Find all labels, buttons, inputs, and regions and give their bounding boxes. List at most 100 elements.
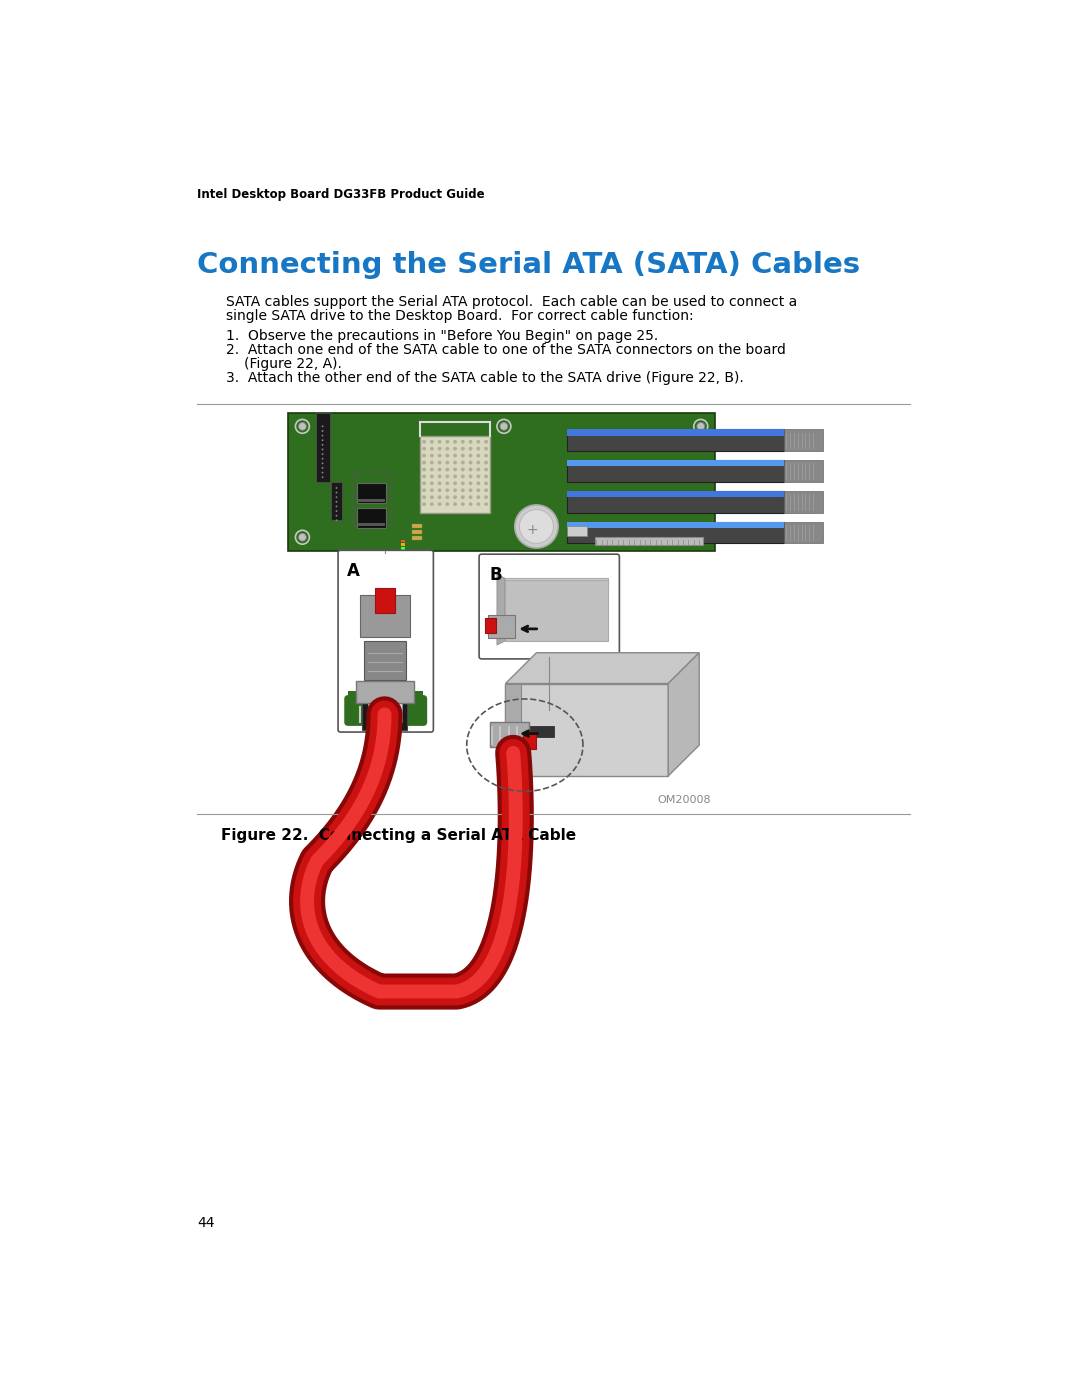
- Text: 3.  Attach the other end of the SATA cable to the SATA drive (Figure 22, B).: 3. Attach the other end of the SATA cabl…: [227, 372, 744, 386]
- Circle shape: [469, 468, 473, 471]
- Bar: [488, 615, 515, 638]
- Bar: [504, 580, 608, 641]
- Circle shape: [422, 502, 426, 506]
- Circle shape: [454, 482, 457, 485]
- Circle shape: [484, 447, 488, 451]
- Circle shape: [697, 534, 704, 541]
- Bar: [505, 683, 669, 775]
- Circle shape: [484, 468, 488, 471]
- Circle shape: [336, 502, 337, 503]
- Bar: [567, 527, 586, 535]
- Circle shape: [336, 510, 337, 511]
- Polygon shape: [348, 692, 423, 724]
- Circle shape: [445, 489, 449, 492]
- Bar: [413, 536, 422, 541]
- Circle shape: [454, 447, 457, 451]
- Text: 2.  Attach one end of the SATA cable to one of the SATA connectors on the board: 2. Attach one end of the SATA cable to o…: [227, 344, 786, 358]
- Circle shape: [497, 419, 511, 433]
- Circle shape: [469, 461, 473, 464]
- Circle shape: [322, 434, 324, 436]
- Bar: [362, 692, 407, 729]
- Circle shape: [422, 468, 426, 471]
- Circle shape: [336, 506, 337, 507]
- Bar: [490, 722, 529, 746]
- Bar: [567, 490, 784, 513]
- Bar: [420, 436, 490, 513]
- Circle shape: [461, 496, 464, 499]
- Bar: [401, 539, 405, 542]
- Circle shape: [298, 534, 307, 541]
- Circle shape: [519, 510, 554, 543]
- Circle shape: [430, 440, 434, 444]
- FancyBboxPatch shape: [338, 550, 433, 732]
- Circle shape: [430, 468, 434, 471]
- FancyBboxPatch shape: [480, 555, 619, 659]
- Circle shape: [484, 475, 488, 478]
- Text: +: +: [527, 522, 539, 536]
- Text: A: A: [347, 562, 360, 580]
- Circle shape: [422, 461, 426, 464]
- Bar: [360, 595, 410, 637]
- Circle shape: [445, 447, 449, 451]
- Circle shape: [693, 531, 707, 545]
- Circle shape: [469, 482, 473, 485]
- Text: Intel Desktop Board DG33FB Product Guide: Intel Desktop Board DG33FB Product Guide: [197, 187, 485, 201]
- Text: 44: 44: [197, 1217, 215, 1231]
- Circle shape: [476, 440, 481, 444]
- Text: Connecting the Serial ATA (SATA) Cables: Connecting the Serial ATA (SATA) Cables: [197, 251, 860, 279]
- Circle shape: [422, 447, 426, 451]
- Circle shape: [336, 488, 337, 489]
- Circle shape: [484, 454, 488, 458]
- Text: 1.  Observe the precautions in "Before You Begin" on page 25.: 1. Observe the precautions in "Before Yo…: [227, 330, 659, 344]
- Bar: [288, 412, 715, 550]
- Bar: [332, 482, 342, 520]
- Polygon shape: [505, 652, 699, 683]
- Circle shape: [437, 447, 442, 451]
- Circle shape: [298, 422, 307, 430]
- Circle shape: [422, 496, 426, 499]
- Circle shape: [430, 496, 434, 499]
- Circle shape: [430, 447, 434, 451]
- Bar: [364, 641, 406, 680]
- Circle shape: [322, 476, 324, 478]
- Circle shape: [422, 440, 426, 444]
- Bar: [401, 548, 405, 549]
- Circle shape: [461, 489, 464, 492]
- Circle shape: [437, 468, 442, 471]
- Circle shape: [461, 502, 464, 506]
- Bar: [784, 522, 823, 543]
- Bar: [356, 509, 387, 528]
- Circle shape: [484, 496, 488, 499]
- Circle shape: [461, 468, 464, 471]
- Circle shape: [454, 454, 457, 458]
- Polygon shape: [669, 652, 699, 775]
- Circle shape: [469, 502, 473, 506]
- Bar: [567, 429, 784, 436]
- Circle shape: [500, 422, 508, 430]
- Circle shape: [454, 440, 457, 444]
- Circle shape: [445, 440, 449, 444]
- Circle shape: [445, 496, 449, 499]
- Bar: [359, 524, 384, 527]
- Circle shape: [454, 489, 457, 492]
- Polygon shape: [497, 574, 504, 645]
- Text: Figure 22.  Connecting a Serial ATA Cable: Figure 22. Connecting a Serial ATA Cable: [221, 828, 576, 844]
- Bar: [523, 732, 537, 749]
- Circle shape: [322, 426, 324, 427]
- Bar: [401, 550, 405, 553]
- Circle shape: [322, 448, 324, 450]
- Circle shape: [430, 482, 434, 485]
- Circle shape: [476, 502, 481, 506]
- Circle shape: [422, 489, 426, 492]
- Circle shape: [454, 461, 457, 464]
- Bar: [505, 683, 521, 775]
- Circle shape: [461, 440, 464, 444]
- Bar: [413, 524, 422, 528]
- Bar: [359, 499, 384, 502]
- Circle shape: [437, 440, 442, 444]
- Bar: [567, 522, 784, 528]
- Bar: [352, 472, 391, 527]
- Circle shape: [422, 454, 426, 458]
- Bar: [356, 483, 387, 503]
- Circle shape: [322, 467, 324, 469]
